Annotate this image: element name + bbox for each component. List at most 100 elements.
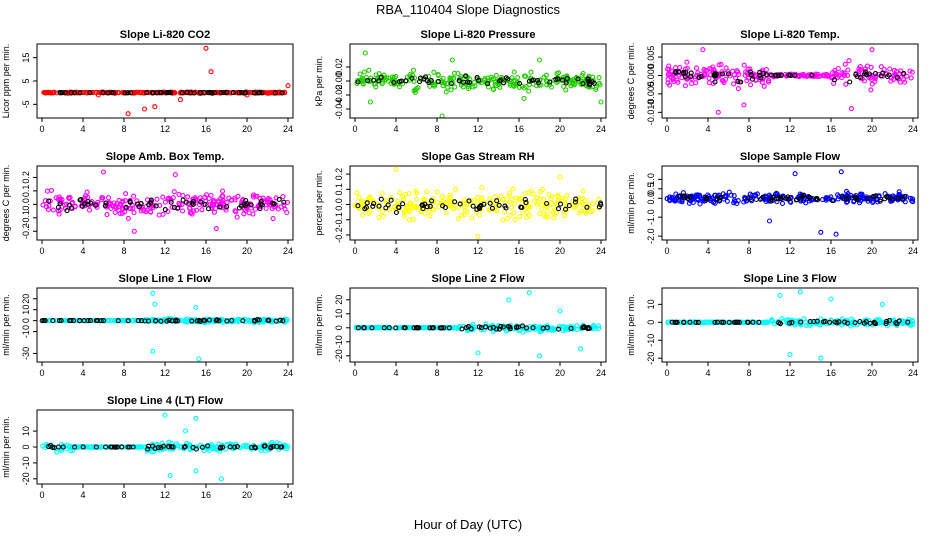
x-tick-label: 12 bbox=[473, 368, 483, 378]
data-point bbox=[234, 444, 240, 450]
data-point bbox=[695, 70, 701, 76]
data-point bbox=[100, 90, 106, 96]
data-point bbox=[58, 90, 64, 96]
data-point bbox=[817, 322, 823, 328]
data-point bbox=[816, 73, 822, 80]
data-point bbox=[836, 194, 842, 200]
data-point bbox=[521, 85, 527, 91]
x-tick-label: 12 bbox=[473, 246, 483, 256]
panel-8: Slope Line 2 Flow ml/min per min. 0 4 8 12 16 2… bbox=[314, 273, 607, 378]
data-point bbox=[413, 196, 420, 202]
x-tick-label: 0 bbox=[664, 368, 669, 378]
data-point bbox=[138, 318, 145, 324]
data-point bbox=[551, 204, 557, 210]
data-point bbox=[866, 318, 872, 324]
data-point bbox=[158, 444, 164, 451]
data-point bbox=[523, 325, 530, 331]
data-point bbox=[87, 90, 93, 96]
data-point bbox=[393, 209, 399, 216]
data-point bbox=[241, 211, 247, 217]
x-tick-label: 24 bbox=[908, 368, 918, 378]
data-point bbox=[447, 192, 453, 198]
data-point bbox=[724, 198, 730, 204]
data-point bbox=[838, 169, 844, 175]
x-tick-label: 20 bbox=[242, 124, 252, 134]
panel-title: Slope Li-820 CO2 bbox=[120, 29, 210, 41]
data-point bbox=[561, 324, 568, 330]
data-point bbox=[500, 324, 506, 330]
data-point bbox=[863, 72, 870, 78]
data-point bbox=[257, 206, 263, 212]
data-point bbox=[818, 355, 824, 361]
x-tick-label: 20 bbox=[867, 368, 877, 378]
data-point bbox=[142, 318, 148, 324]
data-point bbox=[199, 207, 205, 213]
data-point bbox=[235, 193, 241, 199]
data-point bbox=[361, 69, 367, 75]
data-point bbox=[479, 195, 485, 201]
data-point bbox=[410, 216, 416, 222]
data-point bbox=[539, 206, 545, 212]
data-point bbox=[732, 199, 738, 205]
data-point bbox=[779, 316, 785, 322]
data-point bbox=[420, 202, 426, 209]
data-point bbox=[547, 82, 553, 88]
data-point bbox=[510, 186, 516, 192]
data-point bbox=[725, 71, 732, 77]
data-point bbox=[456, 78, 462, 84]
data-point bbox=[852, 320, 858, 326]
y-tick-label: 0.2 bbox=[21, 171, 31, 184]
data-point bbox=[543, 203, 549, 209]
data-point bbox=[477, 203, 483, 209]
data-point bbox=[580, 188, 586, 194]
data-point bbox=[557, 174, 563, 180]
x-tick-label: 8 bbox=[746, 246, 751, 256]
data-point bbox=[597, 200, 604, 206]
data-point bbox=[466, 79, 473, 86]
data-point bbox=[835, 196, 841, 202]
data-point bbox=[475, 233, 481, 240]
data-point bbox=[844, 199, 850, 205]
data-point bbox=[367, 194, 373, 200]
data-point bbox=[187, 90, 194, 96]
data-point bbox=[193, 304, 199, 311]
data-point bbox=[784, 319, 790, 325]
data-point bbox=[180, 197, 186, 203]
data-point bbox=[476, 212, 482, 218]
data-point bbox=[741, 102, 747, 108]
data-point bbox=[391, 79, 397, 85]
data-point bbox=[586, 325, 592, 332]
data-point bbox=[459, 212, 465, 218]
data-point bbox=[473, 209, 479, 215]
x-tick-label: 0 bbox=[664, 124, 669, 134]
data-point bbox=[166, 444, 172, 450]
data-point bbox=[125, 318, 131, 324]
data-point bbox=[466, 198, 472, 204]
plot-frame bbox=[36, 409, 294, 485]
data-point bbox=[369, 198, 375, 204]
y-axis-label: degrees C per min. bbox=[626, 43, 636, 120]
data-point bbox=[506, 193, 512, 199]
data-point bbox=[203, 45, 209, 51]
data-point bbox=[758, 75, 764, 81]
data-point bbox=[215, 90, 221, 96]
x-tick-label: 8 bbox=[121, 490, 126, 500]
data-point bbox=[745, 195, 751, 201]
data-point bbox=[441, 80, 447, 86]
y-tick-label: 10 bbox=[334, 309, 344, 319]
data-point bbox=[721, 319, 727, 325]
data-point bbox=[82, 444, 88, 450]
data-point bbox=[684, 59, 690, 65]
panel-1: Slope Li-820 CO2 Licor ppm per min. 0 4 8 12 1… bbox=[1, 29, 294, 134]
data-point bbox=[44, 188, 50, 194]
data-point bbox=[243, 197, 249, 204]
data-point bbox=[494, 208, 500, 214]
data-point bbox=[666, 196, 673, 203]
data-point bbox=[741, 199, 747, 205]
data-point bbox=[366, 210, 372, 216]
y-tick-label: -0.005 bbox=[646, 81, 656, 107]
data-point bbox=[814, 197, 821, 203]
data-point bbox=[86, 207, 93, 213]
data-point bbox=[277, 444, 284, 450]
data-point bbox=[568, 325, 574, 331]
